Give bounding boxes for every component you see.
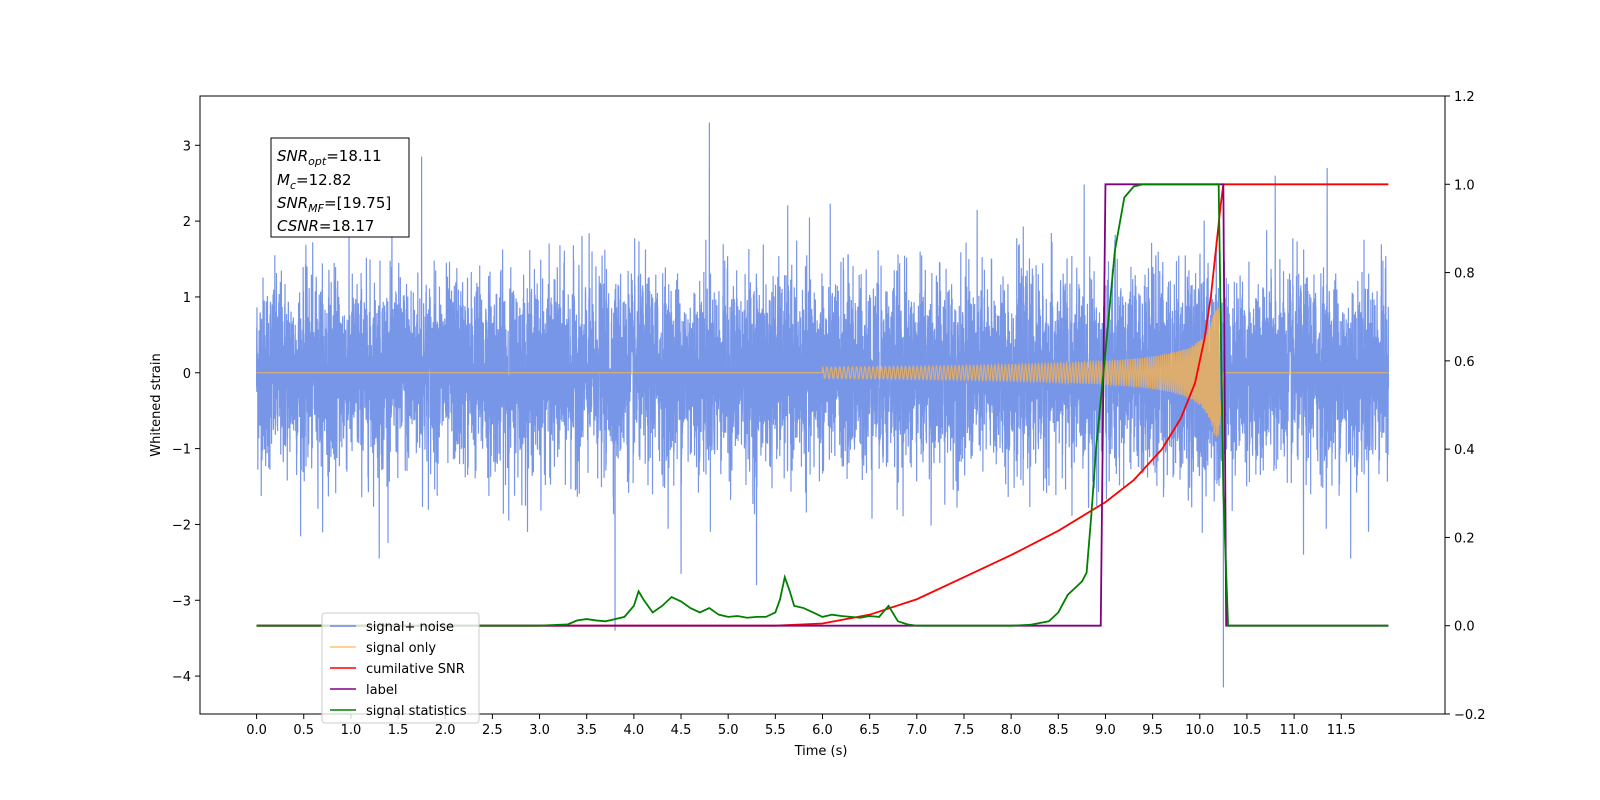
x-tick-label: 7.0: [906, 723, 927, 738]
x-tick-label: 6.0: [812, 723, 833, 738]
x-tick-label: 8.0: [1001, 723, 1022, 738]
y2-tick-label: 1.0: [1454, 178, 1475, 193]
x-tick-label: 11.0: [1280, 723, 1309, 738]
svg-text:signal statistics: signal statistics: [366, 704, 467, 719]
y-tick-label: 0: [183, 367, 191, 382]
x-tick-label: 3.0: [529, 723, 550, 738]
y-tick-label: 1: [183, 291, 191, 306]
x-tick-label: 10.5: [1232, 723, 1261, 738]
y-tick-label: −2: [172, 518, 191, 533]
x-tick-label: 0.5: [293, 723, 314, 738]
stats-annotation: SNRopt=18.11 Mc=12.82 SNRMF=[19.75] CSNR…: [270, 137, 410, 238]
y-tick-label: −4: [172, 670, 191, 685]
y-tick-label: −1: [172, 443, 191, 458]
y2-tick-label: 0.0: [1454, 620, 1475, 635]
x-tick-label: 5.0: [718, 723, 739, 738]
svg-text:signal+ noise: signal+ noise: [366, 620, 454, 635]
x-tick-label: 1.0: [341, 723, 362, 738]
y2-tick-label: −0.2: [1454, 708, 1486, 723]
y2-tick-label: 0.2: [1454, 531, 1475, 546]
x-tick-label: 8.5: [1048, 723, 1069, 738]
csnr-text: CSNR=18.17: [277, 217, 374, 235]
y-tick-label: 2: [183, 215, 191, 230]
x-tick-label: 3.5: [576, 723, 597, 738]
legend-item-signal-statistics: signal statistics: [330, 704, 467, 719]
y2-tick-label: 0.8: [1454, 267, 1475, 282]
signal-statistics-line: [256, 183, 1389, 627]
x-tick-label: 4.5: [671, 723, 692, 738]
y2-tick-label: 0.4: [1454, 443, 1475, 458]
x-tick-label: 5.5: [765, 723, 786, 738]
svg-text:signal only: signal only: [366, 641, 436, 656]
mc-text: Mc=12.82: [277, 171, 352, 192]
x-tick-label: 10.0: [1185, 723, 1214, 738]
legend-item-signal-only: signal only: [330, 641, 436, 656]
y-tick-label: −3: [172, 594, 191, 609]
snr-opt-text: SNRopt=18.11: [277, 147, 382, 168]
cumulative-snr-line: [256, 183, 1389, 627]
x-tick-label: 6.5: [859, 723, 880, 738]
x-tick-label: 0.0: [246, 723, 267, 738]
x-axis-ticks: 0.0 0.5 1.0 1.5 2.0 2.5 3.0 3.5 4.0 4.5 5.0 5.5 6.0 6…: [246, 714, 1356, 738]
svg-text:cumilative SNR: cumilative SNR: [366, 662, 465, 677]
right-axis-series: [256, 183, 1389, 627]
x-axis-label: Time (s): [794, 744, 848, 759]
x-tick-label: 9.0: [1095, 723, 1116, 738]
legend-item-cumulative-snr: cumilative SNR: [330, 662, 465, 677]
svg-text:label: label: [366, 683, 397, 698]
x-tick-label: 9.5: [1142, 723, 1163, 738]
x-tick-label: 11.5: [1327, 723, 1356, 738]
x-tick-label: 1.5: [388, 723, 409, 738]
x-tick-label: 4.0: [624, 723, 645, 738]
y2-tick-label: 0.6: [1454, 355, 1475, 370]
legend-item-signal-noise: signal+ noise: [330, 620, 454, 635]
x-tick-label: 7.5: [954, 723, 975, 738]
y-axis-label: Whitened strain: [149, 353, 164, 456]
legend: signal+ noise signal only cumilative SNR…: [321, 612, 480, 724]
x-tick-label: 2.5: [482, 723, 503, 738]
y2-axis-ticks: 1.2 1.0 0.8 0.6 0.4 0.2 0.0 −0.2: [1445, 90, 1486, 723]
y-axis-ticks: 3 2 1 0 −1 −2 −3 −4: [172, 139, 200, 685]
y2-tick-label: 1.2: [1454, 90, 1475, 105]
snr-mf-text: SNRMF=[19.75]: [277, 194, 391, 215]
y-tick-label: 3: [183, 139, 191, 154]
x-tick-label: 2.0: [435, 723, 456, 738]
legend-item-label: label: [330, 683, 397, 698]
